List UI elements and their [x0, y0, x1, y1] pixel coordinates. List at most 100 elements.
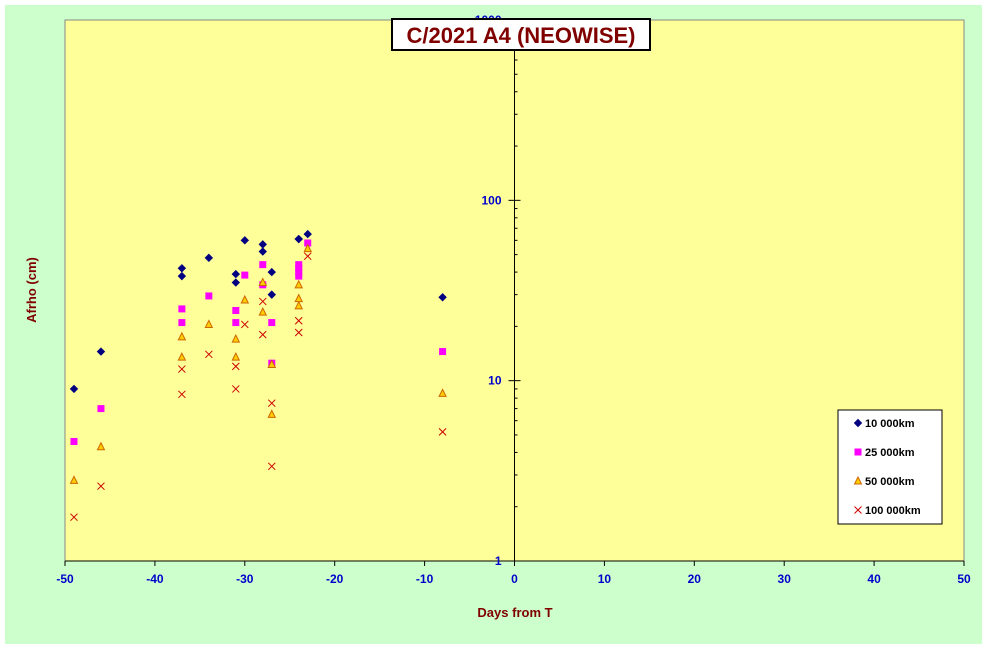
legend-marker-stroke	[854, 506, 862, 514]
data-point	[303, 243, 313, 253]
y-tick-label: 1	[495, 554, 502, 568]
chart-title-box: C/2021 A4 (NEOWISE)	[391, 18, 651, 51]
data-point	[303, 252, 312, 261]
data-point	[439, 348, 447, 356]
data-point	[294, 293, 304, 303]
legend-marker	[854, 506, 862, 514]
data-point	[97, 405, 105, 413]
data-point	[69, 384, 79, 394]
data-point	[69, 475, 79, 484]
data-point	[204, 253, 214, 263]
legend-box	[837, 409, 943, 525]
data-point	[258, 306, 268, 316]
data-point	[240, 320, 249, 329]
chart-title: C/2021 A4 (NEOWISE)	[406, 23, 635, 48]
data-point	[267, 462, 276, 471]
data-point	[267, 399, 276, 408]
data-point	[258, 330, 267, 339]
data-point-stroke	[70, 513, 78, 522]
data-point	[241, 271, 249, 279]
x-tick-label: -10	[416, 572, 434, 586]
data-point	[231, 269, 241, 279]
data-point	[231, 352, 241, 361]
legend-marker	[854, 448, 862, 456]
data-point	[204, 319, 214, 328]
x-tick-label: -20	[326, 572, 344, 586]
data-point	[178, 305, 186, 313]
data-point-stroke	[231, 385, 240, 393]
data-point-stroke	[267, 399, 276, 408]
data-point-stroke	[178, 390, 186, 399]
data-point	[267, 267, 276, 277]
data-point	[231, 333, 241, 343]
data-point	[438, 428, 447, 436]
data-point-stroke	[240, 320, 249, 329]
data-point-stroke	[258, 330, 267, 339]
data-point	[177, 331, 187, 341]
data-point	[267, 290, 276, 299]
data-point	[177, 352, 187, 361]
data-point	[303, 229, 312, 239]
data-point-stroke	[97, 482, 105, 491]
series-diamond	[69, 229, 447, 394]
data-point	[267, 359, 277, 368]
data-point	[96, 441, 106, 451]
series-layer	[69, 229, 447, 522]
data-point	[178, 390, 186, 399]
x-tick-label: -30	[236, 572, 254, 586]
data-point	[294, 279, 304, 289]
y-axis-label: Afrho (cm)	[24, 257, 39, 323]
x-tick-label: -40	[146, 572, 164, 586]
data-point	[295, 264, 303, 272]
data-point	[204, 350, 213, 359]
x-tick-label: 0	[511, 572, 518, 586]
data-point	[438, 293, 447, 302]
data-point	[177, 264, 187, 273]
legend-marker	[853, 475, 863, 485]
legend-label: 50 000km	[865, 476, 915, 488]
chart-title-frame	[391, 18, 651, 51]
x-tick-label: 40	[867, 572, 881, 586]
legend-label: 10 000km	[865, 418, 915, 430]
data-point	[232, 319, 240, 327]
y-tick-label: 100	[481, 193, 501, 207]
x-tick-label: -50	[56, 572, 74, 586]
data-point	[178, 365, 186, 373]
data-point-stroke	[231, 362, 240, 371]
data-point-stroke	[178, 365, 186, 373]
data-point	[177, 271, 187, 281]
data-point-stroke	[258, 297, 267, 306]
data-point	[304, 239, 312, 247]
series-x	[70, 252, 447, 522]
legend-marker	[853, 418, 863, 428]
data-point-stroke	[294, 316, 303, 325]
data-point	[294, 316, 303, 325]
data-point	[231, 362, 240, 371]
data-point-stroke	[438, 428, 447, 436]
data-point	[97, 482, 105, 491]
x-axis-label: Days from T	[477, 605, 552, 620]
legend-items: 10 000km 25 000km 50 000km 100 000km	[853, 418, 921, 517]
data-point	[295, 272, 303, 280]
data-point-stroke	[204, 350, 213, 359]
data-point	[96, 347, 106, 356]
legend-label: 25 000km	[865, 447, 915, 459]
data-point	[258, 247, 267, 256]
data-point	[240, 294, 250, 304]
data-point	[267, 409, 277, 418]
data-point	[294, 234, 303, 244]
data-point	[231, 278, 241, 287]
data-point-stroke	[303, 252, 312, 261]
data-point	[295, 268, 303, 276]
data-point	[240, 236, 250, 245]
legend-label: 100 000km	[865, 505, 921, 517]
data-point	[70, 437, 78, 445]
data-point	[258, 277, 268, 287]
series-triangle	[69, 243, 447, 484]
data-point-stroke	[267, 462, 276, 471]
x-tick-label: 50	[957, 572, 971, 586]
data-point	[231, 385, 240, 393]
x-tick-label: 30	[778, 572, 792, 586]
data-point	[70, 513, 78, 522]
y-tick-label: 10	[488, 374, 502, 388]
